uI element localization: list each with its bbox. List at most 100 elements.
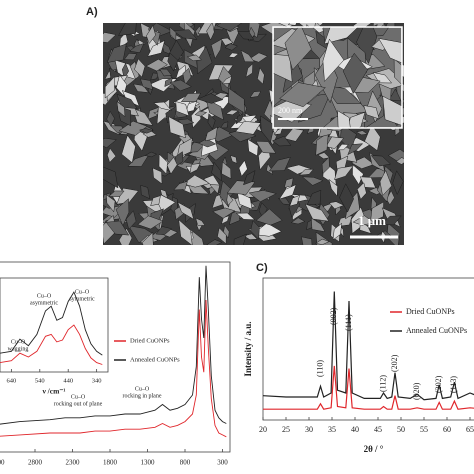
flake	[238, 159, 248, 177]
flake	[116, 74, 128, 97]
x-tick-label: 300	[217, 459, 228, 467]
flake	[301, 176, 324, 186]
flake	[140, 184, 151, 200]
series-line	[0, 265, 227, 425]
flake	[257, 67, 265, 85]
flake	[195, 217, 206, 226]
flake	[175, 101, 190, 117]
flake	[129, 42, 145, 53]
flake	[339, 183, 354, 213]
flake	[328, 178, 338, 197]
plot-frame	[0, 277, 109, 373]
series-line	[0, 291, 103, 356]
x-tick-label: 3300	[0, 459, 5, 467]
flake	[240, 49, 255, 63]
flake	[121, 134, 136, 164]
flake	[221, 75, 233, 85]
flake	[228, 52, 240, 58]
panel-label: C)	[256, 262, 268, 274]
annotation: symmetric	[69, 296, 95, 302]
flake	[107, 147, 117, 163]
flake	[255, 141, 277, 154]
flake	[334, 165, 354, 181]
flake	[283, 128, 305, 142]
annotation: Cu–O	[11, 339, 26, 345]
x-tick-label: 2800	[28, 459, 43, 467]
flake	[116, 93, 138, 110]
flake	[194, 110, 208, 117]
flake	[248, 23, 261, 39]
flake	[249, 90, 262, 98]
flake	[298, 168, 314, 176]
flake	[147, 40, 166, 57]
x-tick-label: 25	[282, 425, 290, 434]
x-tick-label: 1800	[103, 459, 118, 467]
flake	[159, 188, 168, 199]
sem-inset	[273, 27, 402, 128]
flake	[155, 226, 173, 236]
legend-label: Dried CuONPs	[130, 337, 170, 344]
flake	[247, 138, 259, 157]
flake	[284, 27, 312, 71]
flake	[105, 220, 130, 236]
flake	[118, 23, 137, 36]
flake	[172, 29, 198, 40]
flake	[144, 151, 158, 158]
flake	[363, 105, 380, 120]
flake	[271, 135, 292, 147]
x-tick-label: 50	[397, 425, 405, 434]
flake	[317, 152, 331, 160]
flake	[311, 217, 326, 233]
x-tick-label: 340	[92, 377, 102, 384]
y-axis-label: Intensity / a.u.	[243, 321, 253, 376]
flake	[347, 111, 366, 128]
flake	[382, 95, 402, 126]
flake	[180, 93, 201, 103]
x-axis-label: ν /cm⁻¹	[41, 387, 65, 396]
x-tick-label: 45	[374, 425, 382, 434]
flake	[212, 207, 236, 219]
flake	[364, 124, 381, 152]
flake	[186, 54, 203, 62]
flake	[228, 87, 245, 114]
flake	[178, 219, 193, 245]
x-tick-label: 65	[466, 425, 474, 434]
peak-label: (020)	[412, 382, 421, 400]
flake	[225, 109, 240, 116]
flake	[287, 23, 297, 26]
flake	[207, 113, 216, 130]
flake	[173, 180, 188, 191]
flake	[196, 45, 213, 75]
annotation: Cu–O	[37, 293, 52, 299]
flake	[152, 167, 163, 185]
flake	[250, 220, 260, 240]
flake	[258, 202, 268, 218]
flake	[131, 107, 154, 126]
flake	[268, 156, 291, 172]
peak-label: (113)	[449, 376, 458, 393]
series-line	[0, 324, 103, 365]
annotation: asymmetric	[30, 300, 58, 306]
flake	[230, 155, 238, 164]
flake	[304, 203, 330, 222]
flake	[381, 215, 402, 226]
flake	[116, 101, 126, 118]
annotation: wagging	[8, 346, 29, 352]
flake	[221, 161, 232, 180]
x-tick-label: 1300	[141, 459, 156, 467]
flake	[177, 201, 195, 220]
flake	[301, 236, 313, 245]
flake	[198, 138, 217, 148]
flake	[168, 116, 186, 139]
flake	[216, 23, 242, 32]
flake	[205, 98, 224, 121]
flake	[322, 38, 345, 82]
flake	[118, 227, 133, 245]
flake	[159, 68, 173, 77]
x-tick-label: 540	[35, 377, 45, 384]
inset-frame	[272, 26, 403, 129]
x-tick-label: 30	[305, 425, 313, 434]
flake	[150, 195, 161, 207]
flake	[260, 115, 275, 144]
